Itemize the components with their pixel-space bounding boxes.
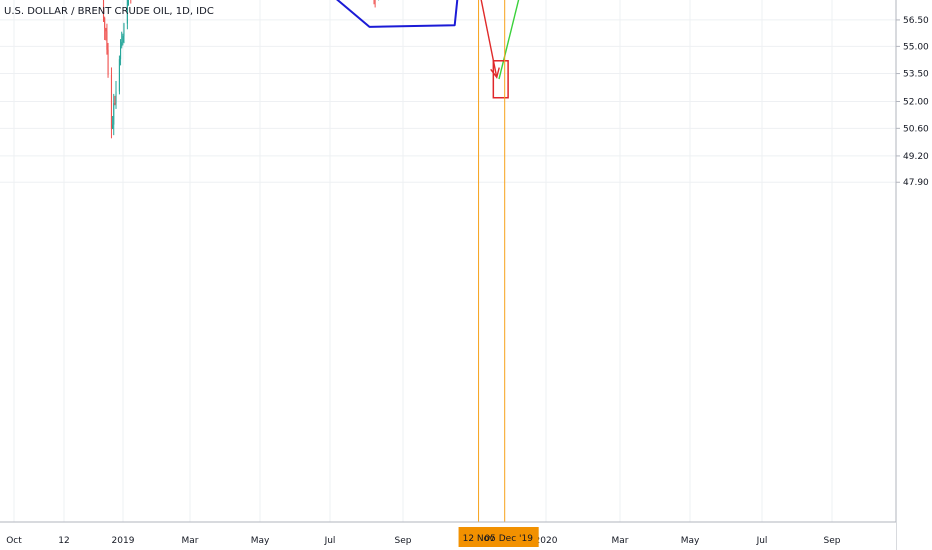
x-axis-ticks: Oct 12 2019 Mar May Jul Sep 2020 Mar May Jul Sep [6,536,841,546]
y-tick-label: 47.90 [903,178,929,188]
x-tick-label: 2019 [112,536,135,546]
y-tick-label: 55.00 [903,42,929,52]
y-tick-label: 52.00 [903,98,929,108]
candle-body [105,28,107,32]
y-tick-label: 56.50 [903,16,929,26]
candle-body [122,36,124,43]
y-tick-label: 50.60 [903,124,929,134]
y-axis-ticks: 47.9049.2050.6052.0053.5055.0056.5058.00… [896,0,929,188]
candle-body [106,31,108,50]
date-marker-label: 05 Dec '19 [484,534,533,544]
wedge-pattern [336,0,459,28]
y-tick-label: 53.50 [903,70,929,80]
candle-body [110,74,113,129]
date-range-badge [458,527,539,547]
candle-body [112,124,114,129]
candle-body [114,103,116,105]
x-tick-label: Mar [612,536,629,546]
horizontal-gridlines [0,19,896,183]
x-tick-label: Jul [756,536,768,546]
candle-body [123,23,125,37]
date-marker-lines [478,0,506,522]
trend-drawings [336,0,520,99]
candlestick-series [102,0,380,139]
x-tick-label: Sep [395,536,412,546]
projection-arrow-up [498,0,520,80]
chart-title: U.S. DOLLAR / BRENT CRUDE OIL, 1D, IDC [4,6,214,17]
candle-body [113,103,115,125]
candle-body [121,42,123,47]
x-tick-label: Jul [324,536,336,546]
x-axis-panel[interactable] [0,522,896,550]
x-tick-label: Sep [824,536,841,546]
vertical-gridlines [13,0,833,522]
x-tick-label: 2020 [535,536,558,546]
date-marker-label: 12 Nov [463,534,496,544]
y-axis-panel[interactable] [896,0,932,550]
y-tick-label: 49.20 [903,152,929,162]
candle-body [102,0,105,18]
x-tick-label: May [251,536,270,546]
candle-body [107,49,109,75]
candle-body [118,59,120,92]
candle-body [115,91,117,104]
x-tick-label: Mar [182,536,199,546]
x-tick-label: 12 [58,536,69,546]
candle-body [120,46,122,60]
candle-body [104,17,106,29]
x-tick-label: Oct [6,536,22,546]
candle-body [126,0,128,24]
projection-arrow-down [480,0,498,78]
x-tick-label: May [681,536,700,546]
target-box [492,60,509,99]
